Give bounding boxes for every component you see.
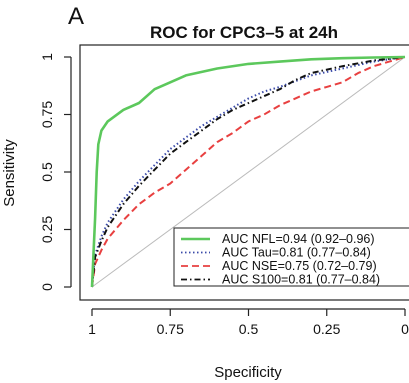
x-tick-label: 0.75 [157, 321, 184, 337]
panel-label: A [68, 3, 84, 30]
x-axis: 1 0.75 0.5 0.25 0 [88, 308, 409, 337]
legend: AUC NFL=0.94 (0.92–0.96)AUC Tau=0.81 (0.… [173, 227, 409, 287]
legend-box [173, 227, 409, 287]
legend-label-3: AUC S100=0.81 (0.77–0.84) [222, 273, 380, 287]
series-line-3 [91, 56, 406, 288]
x-tick-label: 1 [88, 321, 96, 337]
legend-label-1: AUC Tau=0.81 (0.77–0.84) [222, 246, 371, 260]
series-line-2 [91, 56, 406, 288]
y-tick-label: 0.25 [39, 216, 55, 243]
x-tick-label: 0 [401, 321, 409, 337]
legend-label-2: AUC NSE=0.75 (0.72–0.79) [222, 259, 377, 273]
chart-title: ROC for CPC3–5 at 24h [150, 23, 338, 42]
y-axis-label: Sensitivity [1, 139, 18, 207]
diagonal-line [91, 56, 406, 288]
series-layer [90, 55, 406, 288]
y-tick-label: 0.75 [39, 101, 55, 128]
x-tick-label: 0.5 [239, 321, 259, 337]
legend-label-0: AUC NFL=0.94 (0.92–0.96) [222, 232, 375, 246]
y-tick-label: 1 [39, 53, 55, 61]
x-axis-label: Specificity [214, 364, 282, 381]
y-axis: 0 0.25 0.5 0.75 1 [39, 53, 72, 291]
y-tick-label: 0.5 [39, 162, 55, 182]
x-tick-label: 0.25 [313, 321, 340, 337]
y-tick-label: 0 [39, 283, 55, 291]
series-line-0 [90, 55, 406, 288]
plot-frame [79, 44, 409, 301]
